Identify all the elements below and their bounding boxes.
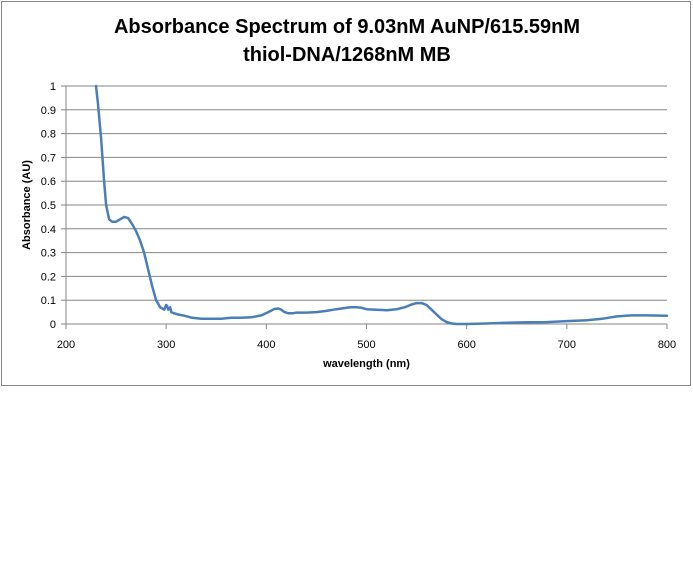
x-tick-label: 200 [57, 339, 75, 351]
y-tick-label: 0.4 [41, 224, 56, 236]
y-tick-label: 0.5 [41, 200, 56, 212]
series-line [94, 84, 669, 326]
y-tick-label: 0.2 [41, 271, 56, 283]
x-tick-label: 400 [257, 339, 275, 351]
x-axis-label: wavelength (nm) [322, 358, 410, 370]
y-tick-label: 0.1 [41, 295, 56, 307]
y-tick-label: 0.7 [41, 152, 56, 164]
y-tick-label: 0.9 [41, 105, 56, 117]
chart-title-line-1: Absorbance Spectrum of 9.03nM AuNP/615.5… [113, 16, 581, 38]
y-tick-label: 0.8 [41, 129, 56, 141]
x-tick-label: 500 [357, 339, 375, 351]
y-axis-label: Absorbance (AU) [21, 160, 33, 250]
chart-area: Absorbance Spectrum of 9.03nM AuNP/615.5… [1, 1, 691, 386]
x-tick-label: 600 [457, 339, 475, 351]
y-tick-label: 0 [50, 319, 56, 331]
y-tick-label: 1 [50, 81, 56, 93]
x-tick-label: 300 [157, 339, 175, 351]
y-tick-label: 0.3 [41, 248, 56, 260]
y-tick-label: 0.6 [41, 176, 56, 188]
absorbance-chart: 0 0.1 0.2 0.3 0.4 0.5 0.6 0.7 0.8 0.9 1 200 300 400 50… [21, 81, 676, 370]
chart-title-line-2: thiol-DNA/1268nM MB [243, 44, 451, 66]
x-tick-label: 700 [558, 339, 576, 351]
x-tick-label: 800 [658, 339, 676, 351]
